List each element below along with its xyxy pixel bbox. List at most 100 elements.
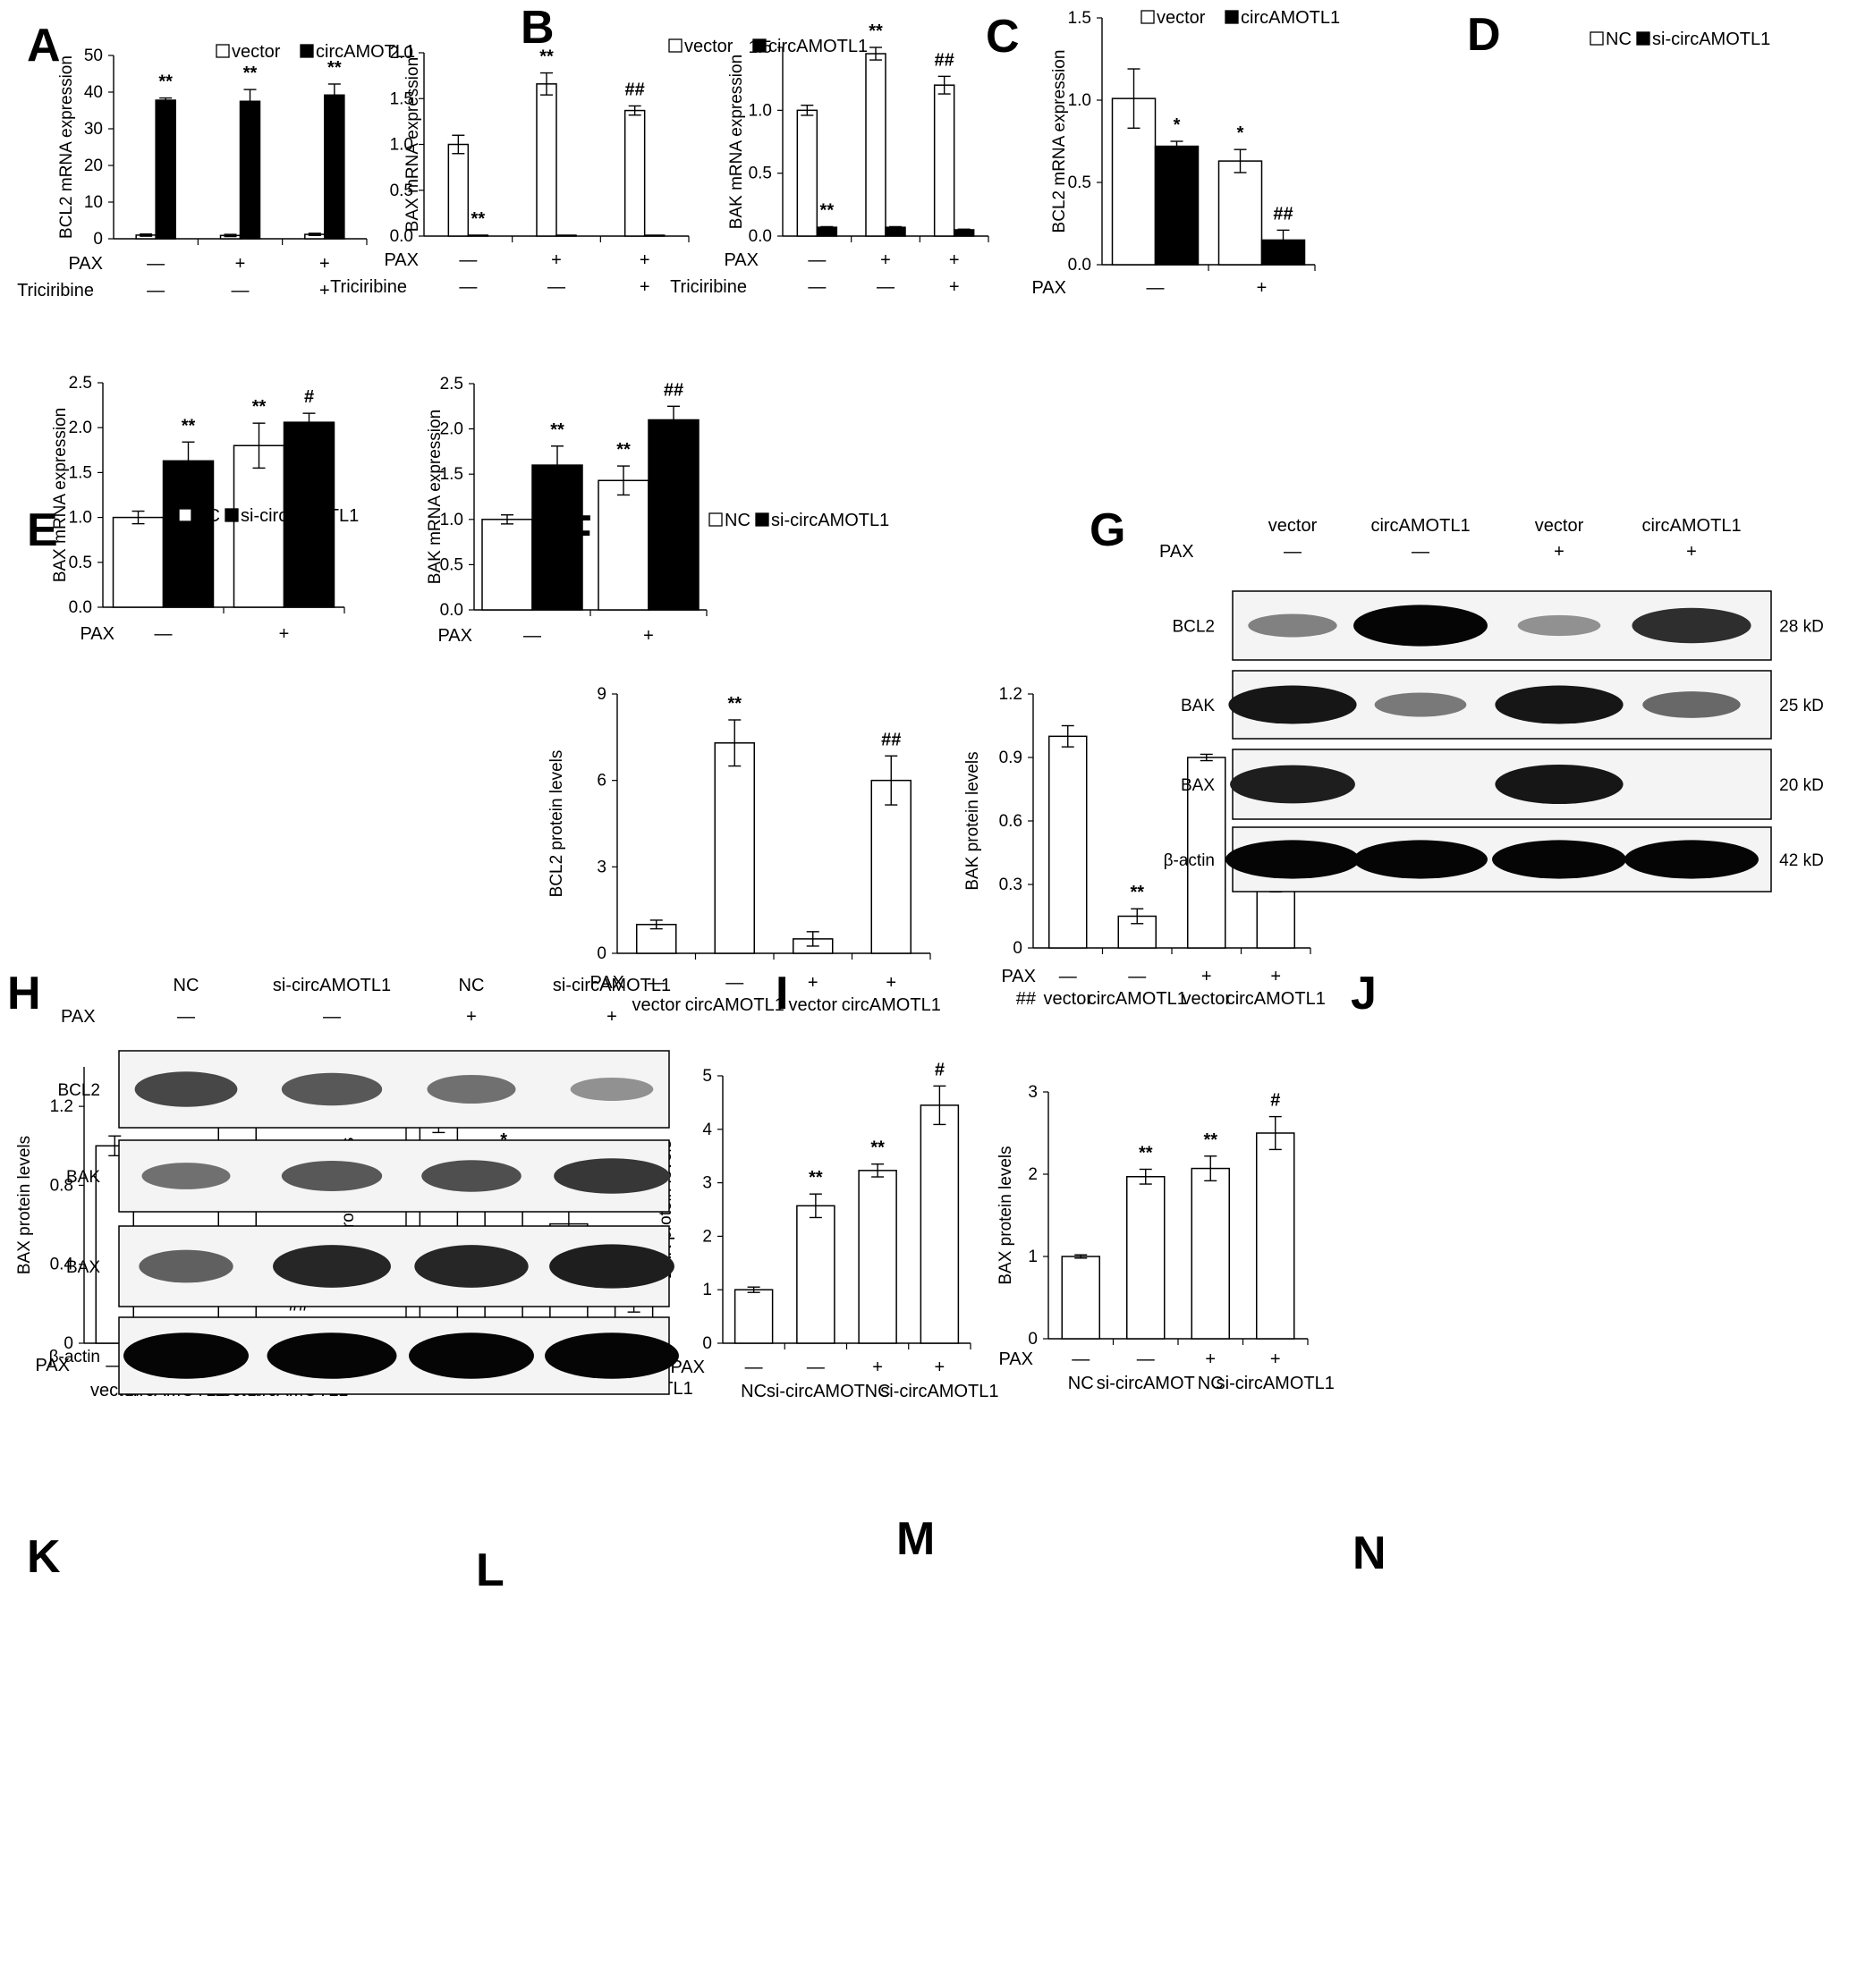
significance-label: # — [935, 1060, 945, 1079]
legend-swatch — [755, 512, 769, 527]
significance-label: # — [1270, 1091, 1280, 1111]
y-tick-label: 3 — [702, 1174, 712, 1193]
y-tick-label: 3 — [1028, 1083, 1038, 1102]
legend: vector circAMOTL1 — [668, 37, 868, 56]
chart-j: 0 0.3 0.6 0.9 1.2 BAK protein levels ** ## PAX — —… — [963, 685, 1326, 1009]
bar — [162, 460, 215, 608]
bar — [1061, 1256, 1100, 1340]
significance-label: ## — [1273, 204, 1293, 224]
panel-label-h: H — [7, 968, 41, 1019]
bar — [714, 742, 755, 954]
blot-band — [273, 1245, 391, 1288]
blot-band — [134, 1071, 238, 1107]
condition-value: si-circAMOTL1 — [1217, 1374, 1335, 1393]
y-tick-label: 40 — [84, 83, 103, 102]
condition-value: si-circAMOT — [1097, 1374, 1195, 1393]
row-label: PAX — [1001, 967, 1036, 986]
y-axis-label: BAX protein levels — [15, 1136, 34, 1274]
bar — [283, 421, 335, 608]
significance-label: ## — [881, 730, 901, 749]
bar — [870, 779, 912, 954]
legend: vector circAMOTL1 — [216, 42, 415, 62]
legend-item: NC — [1606, 30, 1632, 49]
significance-label: ** — [252, 397, 267, 417]
condition-value: NC — [865, 1382, 891, 1401]
bar — [623, 109, 646, 237]
legend-swatch — [300, 44, 314, 58]
bar — [648, 419, 700, 611]
bar — [531, 464, 583, 611]
condition-value: + — [949, 250, 960, 270]
condition-value: + — [880, 250, 891, 270]
significance-label: * — [1174, 115, 1181, 135]
size-label: 42 kD — [1779, 851, 1824, 870]
legend-swatch — [178, 508, 192, 522]
y-tick-label: 1 — [1028, 1248, 1038, 1266]
y-tick-label: 0 — [64, 1334, 73, 1353]
condition-value: — — [808, 277, 826, 297]
condition-value: + — [235, 254, 246, 274]
panel-label-k: K — [27, 1531, 61, 1583]
condition-value: — — [1137, 1349, 1155, 1369]
panel-label-d: D — [1467, 9, 1501, 61]
blot-band — [1228, 685, 1357, 724]
significance-label: ** — [809, 1168, 823, 1188]
chart-f: 0.0 0.5 1.0 1.5 2.0 2.5 BAK mRNA expression ** *… — [426, 375, 889, 646]
pax-value: + — [606, 1007, 617, 1027]
y-axis-label: BCL2 protein levels — [547, 750, 566, 898]
y-tick-label: 1.0 — [749, 101, 772, 120]
condition-value: — — [232, 281, 250, 300]
blot-band — [1632, 607, 1751, 644]
row-label: Triciribine — [330, 277, 407, 297]
condition-value: circAMOTL1 — [685, 995, 784, 1015]
significance-label: ** — [327, 58, 342, 78]
bar — [598, 479, 649, 611]
blot-row-2: BAX — [66, 1225, 674, 1307]
blot-band — [1495, 685, 1624, 724]
condition-value: — — [745, 1358, 763, 1377]
protein-label: BAK — [66, 1168, 100, 1187]
y-tick-label: 2.5 — [440, 375, 463, 393]
condition-value: circAMOTL1 — [1226, 989, 1326, 1009]
row-label: PAX — [384, 250, 419, 270]
western-blot-g: vector circAMOTL1 vector circAMOTL1 PAX — — + + B… — [1159, 516, 1824, 892]
condition-value: + — [640, 277, 650, 297]
y-tick-label: 1.5 — [390, 89, 413, 108]
blot-band — [414, 1245, 529, 1288]
y-tick-label: 1.5 — [749, 38, 772, 57]
bar — [1126, 1176, 1166, 1340]
significance-label: ** — [1139, 1143, 1153, 1163]
significance-label: * — [1237, 123, 1244, 143]
legend-item: si-circAMOTL1 — [771, 511, 889, 530]
condition-value: — — [547, 277, 565, 297]
legend: NC si-circAMOTL1 — [1590, 30, 1770, 49]
y-tick-label: 1.5 — [69, 463, 92, 482]
y-tick-label: 3 — [597, 858, 606, 876]
condition-value: — — [808, 250, 826, 270]
blot-band — [1225, 840, 1360, 879]
blot-band — [1624, 840, 1759, 879]
blot-row-1: BAK — [66, 1139, 670, 1213]
size-label: 28 kD — [1779, 618, 1824, 637]
y-tick-label: 1.2 — [50, 1097, 73, 1116]
bar — [865, 53, 886, 237]
condition-value: + — [319, 281, 330, 300]
y-tick-label: 50 — [84, 47, 103, 65]
condition-value: NC — [1198, 1374, 1224, 1393]
condition-value: — — [877, 277, 895, 297]
panel-label-c: C — [986, 11, 1020, 63]
bar — [1154, 145, 1200, 266]
blot-band — [427, 1074, 516, 1104]
condition-value: + — [949, 277, 960, 297]
condition-value: — — [1072, 1349, 1090, 1369]
y-tick-label: 0.0 — [390, 227, 413, 246]
row-label: Triciribine — [17, 281, 94, 300]
legend-swatch — [708, 512, 723, 527]
size-label: 25 kD — [1779, 697, 1824, 715]
row-label: PAX — [35, 1356, 70, 1375]
condition-value: circAMOTL1 — [1088, 989, 1187, 1009]
condition-value: + — [319, 254, 330, 274]
blot-band — [409, 1332, 534, 1379]
